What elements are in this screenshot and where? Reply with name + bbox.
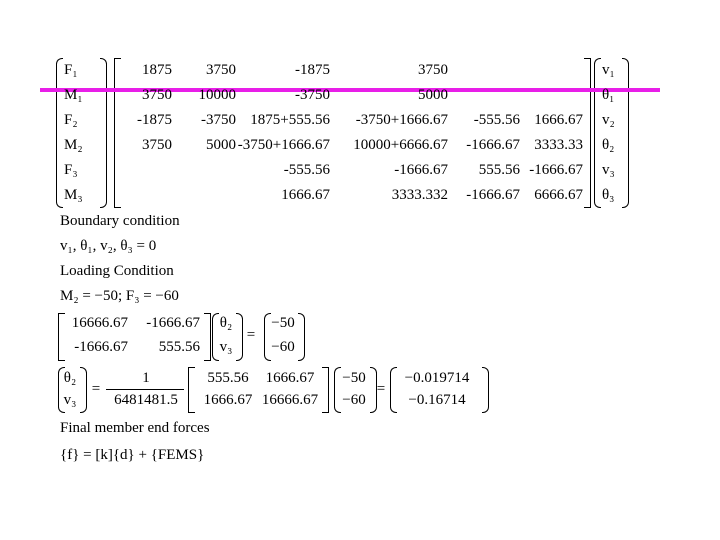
force-label: M₁ (64, 87, 83, 103)
unknown: θ₂ (219, 315, 233, 331)
formula: {f} = [k]{d} + {FEMS} (60, 447, 205, 463)
force-label: M₃ (64, 187, 83, 203)
matrix-cell: 1666.67 (265, 370, 315, 386)
boundary-text: v₁, θ₁, v₂, θ₃ = 0 (60, 238, 157, 254)
matrix-cell: 16666.67 (71, 315, 128, 331)
displacement-label: θ₁ (602, 87, 615, 103)
matrix-cell: 6666.67 (534, 187, 583, 203)
matrix-cell: 10000 (198, 87, 237, 103)
bracket (584, 58, 591, 208)
matrix-cell: 5000 (206, 137, 236, 153)
matrix-cell: 1875 (142, 62, 172, 78)
matrix-cell: 5000 (418, 87, 448, 103)
matrix-cell: 10000+6666.67 (353, 137, 448, 153)
brace (594, 58, 601, 208)
displacement-label: θ₂ (602, 137, 615, 153)
matrix-cell: 555.56 (158, 339, 200, 355)
brace (80, 367, 87, 413)
matrix-cell: 1875+555.56 (250, 112, 330, 128)
load: −60 (342, 392, 366, 408)
matrix-cell: 1666.67 (203, 392, 253, 408)
displacement-label: θ₃ (602, 187, 615, 203)
brace (236, 313, 243, 361)
bracket (114, 58, 121, 208)
matrix-cell: 555.56 (207, 370, 249, 386)
brace (56, 58, 63, 208)
bracket (188, 367, 195, 413)
matrix-cell: 3333.33 (534, 137, 583, 153)
force-label: M₂ (64, 137, 83, 153)
bracket (58, 313, 65, 361)
matrix-cell: -3750+1666.67 (237, 137, 330, 153)
heading: Boundary condition (60, 213, 180, 229)
brace (622, 58, 629, 208)
load: −50 (271, 315, 295, 331)
matrix-cell: -555.56 (283, 162, 330, 178)
matrix-cell: -3750 (201, 112, 236, 128)
matrix-cell: 3750 (142, 137, 172, 153)
unknown: v₃ (219, 339, 233, 355)
matrix-cell: -1666.67 (529, 162, 583, 178)
matrix-cell: -1666.67 (146, 315, 200, 331)
displacement-label: v₂ (602, 112, 615, 128)
highlight-line (40, 88, 660, 92)
force-label: F₃ (64, 162, 78, 178)
matrix-cell: -1875 (137, 112, 172, 128)
equals: = (246, 327, 256, 343)
brace (334, 367, 341, 413)
matrix-cell: 3333.332 (391, 187, 448, 203)
matrix-cell: -1666.67 (466, 137, 520, 153)
fraction-line (106, 389, 184, 390)
matrix-cell: -1666.67 (394, 162, 448, 178)
numerator: 1 (142, 370, 150, 386)
displacement-label: v₁ (602, 62, 615, 78)
matrix-cell: 1666.67 (281, 187, 330, 203)
matrix-cell: -555.56 (473, 112, 520, 128)
matrix-cell: -3750 (295, 87, 330, 103)
equals: = (376, 381, 386, 397)
matrix-cell: 16666.67 (261, 392, 319, 408)
denominator: 6481481.5 (114, 392, 178, 408)
load: −60 (271, 339, 295, 355)
brace (212, 313, 219, 361)
brace (482, 367, 489, 413)
bracket (204, 313, 211, 361)
matrix-cell: 3750 (142, 87, 172, 103)
matrix-cell: -1875 (295, 62, 330, 78)
matrix-cell: -1666.67 (466, 187, 520, 203)
result: −0.019714 (404, 370, 470, 386)
brace (100, 58, 107, 208)
heading: Final member end forces (60, 420, 210, 436)
matrix-cell: 3750 (206, 62, 236, 78)
brace (264, 313, 271, 361)
unknown: v₃ (63, 392, 77, 408)
result: −0.16714 (408, 392, 466, 408)
matrix-cell: 555.56 (478, 162, 520, 178)
displacement-label: v₃ (602, 162, 615, 178)
brace (298, 313, 305, 361)
brace (58, 367, 65, 413)
equals: = (91, 381, 101, 397)
bracket (322, 367, 329, 413)
matrix-cell: 1666.67 (534, 112, 583, 128)
loading-text: M₂ = −50; F₃ = −60 (60, 288, 179, 304)
heading: Loading Condition (60, 263, 174, 279)
load: −50 (342, 370, 366, 386)
force-label: F₁ (64, 62, 78, 78)
force-label: F₂ (64, 112, 78, 128)
brace (390, 367, 397, 413)
unknown: θ₂ (63, 370, 77, 386)
matrix-cell: 3750 (418, 62, 448, 78)
matrix-cell: -1666.67 (74, 339, 128, 355)
matrix-cell: -3750+1666.67 (355, 112, 448, 128)
